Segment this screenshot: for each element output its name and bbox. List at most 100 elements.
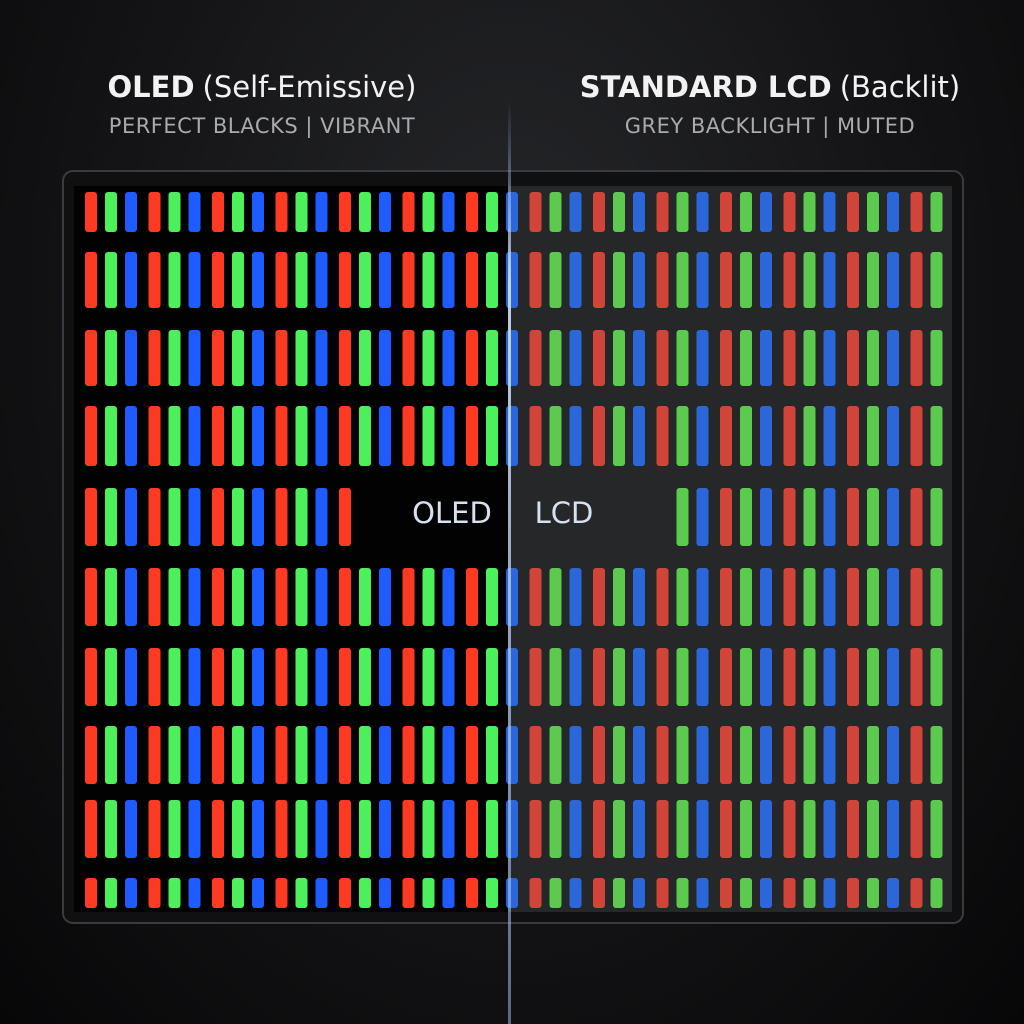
subpixel [720,648,732,706]
subpixel [315,406,328,466]
subpixel [569,330,582,386]
subpixel [803,878,816,908]
subpixel [339,800,351,858]
subpixel [339,568,351,626]
subpixel [422,406,435,466]
subpixel [613,726,625,784]
subpixel [339,192,351,232]
subpixel [295,878,308,908]
subpixel [466,878,478,908]
subpixel [740,800,752,858]
subpixel [422,252,435,308]
subpixel [252,800,264,858]
subpixel [760,878,772,908]
subpixel [466,726,478,784]
subpixel [760,330,772,386]
subpixel [85,648,97,706]
subpixel [676,330,689,386]
subpixel [549,406,562,466]
subpixel [295,800,308,858]
subpixel [85,726,97,784]
subpixel [402,192,415,232]
subpixel [760,488,772,546]
subpixel [676,648,689,706]
subpixels [85,192,943,908]
subpixel [212,330,224,386]
subpixel [359,800,371,858]
subpixel [783,192,796,232]
subpixel [887,252,899,308]
subpixel [656,726,669,784]
subpixel [232,648,244,706]
subpixel [295,488,308,546]
subpixel [847,800,859,858]
subpixel [105,800,117,858]
subpixel [442,192,455,232]
subpixel [85,878,97,908]
subpixel [402,648,415,706]
subpixel [930,330,943,386]
subpixel [613,648,625,706]
subpixel [148,330,161,386]
subpixel [422,330,435,386]
subpixel [910,330,923,386]
subpixel [783,878,796,908]
subpixel [148,406,161,466]
subpixel [295,726,308,784]
subpixel [506,726,518,784]
subpixel [760,800,772,858]
subpixel [529,726,542,784]
subpixel [506,800,518,858]
subpixel [125,252,137,308]
subpixel [295,406,308,466]
subpixel [506,330,518,386]
subpixel [125,800,137,858]
subpixel [125,330,137,386]
subpixel [402,568,415,626]
subpixel [593,330,605,386]
subpixel [803,252,816,308]
subpixel [85,568,97,626]
subpixel [486,568,498,626]
subpixel [252,192,264,232]
subpixel [359,252,371,308]
subpixel [783,800,796,858]
subpixel [740,726,752,784]
subpixel [549,878,562,908]
subpixel [188,330,201,386]
subpixel [529,800,542,858]
subpixel [529,648,542,706]
subpixel [740,568,752,626]
subpixel [188,800,201,858]
subpixel [613,330,625,386]
subpixel [720,726,732,784]
subpixel [549,192,562,232]
subpixel [823,568,836,626]
subpixel [379,192,391,232]
subpixel [232,800,244,858]
subpixel [339,330,351,386]
subpixel [867,406,879,466]
subpixel [168,330,181,386]
subpixel [803,330,816,386]
subpixel [529,252,542,308]
subpixel [315,878,328,908]
subpixel [105,192,117,232]
subpixel [232,406,244,466]
oled-title: OLED (Self-Emissive) [22,70,502,104]
subpixel [930,648,943,706]
subpixel [105,648,117,706]
subpixel [125,488,137,546]
subpixel [760,568,772,626]
subpixel [379,800,391,858]
subpixel [760,648,772,706]
subpixel [379,330,391,386]
subpixel [339,406,351,466]
subpixel [466,800,478,858]
subpixel [339,726,351,784]
subpixel [676,192,689,232]
subpixel [275,568,288,626]
subpixel [593,726,605,784]
subpixel [275,406,288,466]
subpixel [422,878,435,908]
